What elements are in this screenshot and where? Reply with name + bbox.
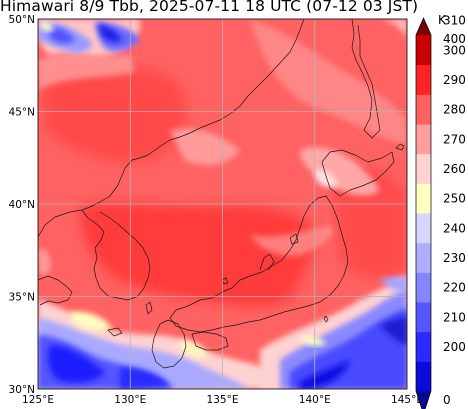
cloud-southeast-core2 [380, 316, 407, 345]
lat-tick-label: 50°N [9, 14, 35, 26]
coastline-oki [221, 277, 229, 285]
colorbar-outline [415, 17, 432, 409]
colorbar-extend-max [416, 18, 431, 35]
colorbar-tick-label: 210 [443, 310, 466, 324]
warm-core-sea-of-japan [80, 203, 318, 307]
cloud-northwest-yellow [40, 21, 54, 32]
cool-streak-honshu [250, 225, 333, 256]
cloud-northwest-tip [98, 24, 122, 43]
cloud-southeast-edge [380, 276, 407, 292]
lon-tick-label: 125°E [22, 394, 54, 406]
coastline-noto [259, 253, 275, 271]
warm-core-east [330, 166, 407, 279]
colorbar-tick-label: 310 [443, 14, 466, 28]
colorbar-tick-label: 230 [443, 251, 466, 265]
colorbar-segment [416, 331, 431, 362]
colorbar-segment [416, 272, 431, 303]
gridlines [38, 19, 407, 389]
colorbar-unit: K [438, 13, 447, 27]
lon-tick-label: 130°E [114, 394, 146, 406]
colorbar-tick-label: 270 [443, 132, 466, 146]
cool-band-japan [300, 147, 380, 196]
warm-core-north [40, 64, 187, 163]
coastline-jeju [107, 327, 123, 337]
colorbar-tick-label: 300 [443, 43, 466, 57]
colorbar-segment [416, 213, 431, 244]
colorbar-tick-label: 280 [443, 103, 466, 117]
colorbar-extend-min [416, 391, 431, 409]
cloud-southeast-yellow [300, 336, 326, 346]
cloud-northwest-core [50, 27, 75, 44]
colorbar-tick-label: 0 [443, 393, 451, 407]
cloud-southwest-yellow2 [180, 340, 208, 358]
lon-tick-label: 135°E [207, 394, 239, 406]
colorbar-segment [416, 124, 431, 155]
coastline-korea-peninsula [81, 209, 151, 301]
cloud-southwest-core2 [120, 367, 170, 389]
colorbar-tick-label: 200 [443, 340, 466, 354]
lat-tick-label: 35°N [9, 292, 35, 304]
coastline-shandong [38, 275, 73, 306]
colorbar-tick-label: 250 [443, 192, 466, 206]
map-frame [37, 18, 408, 390]
coastline-kurils [395, 143, 405, 151]
colorbar-segment [416, 64, 431, 95]
cool-band-northeast [250, 20, 407, 145]
cloud-southwest-yellow [70, 311, 112, 331]
cloud-southwest-core [47, 345, 105, 383]
colorbar-segment [416, 183, 431, 214]
coastlines [38, 19, 405, 369]
coastline-tsushima [145, 301, 153, 315]
coastline-hokkaido [321, 149, 395, 197]
colorbar-tick-label: 260 [443, 162, 466, 176]
cloud-korea-west [38, 248, 51, 275]
coastline-kyushu [151, 319, 187, 369]
colorbar-tick-label: 290 [443, 73, 466, 87]
colorbar-segment [416, 361, 431, 392]
colorbar-tick-label: 240 [443, 221, 466, 235]
map-title: Himawari 8/9 Tbb, 2025-07-11 18 UTC (07-… [0, 0, 419, 15]
cool-band-northwest [38, 54, 135, 90]
colorbar: 0 200 210 220 230 240 250 260 270 280 290 300 310 400… [415, 13, 466, 409]
coastline-sakhalin [351, 19, 381, 139]
colorbar-tick-label: 400 [443, 32, 466, 46]
cloud-southeast-core [300, 360, 350, 389]
coastline-mainland [38, 19, 305, 238]
colorbar-segment [416, 94, 431, 125]
colorbar-segment [416, 242, 431, 273]
lon-tick-label: 145°E [391, 394, 423, 406]
colorbar-segment [416, 302, 431, 333]
coastline-sado [289, 233, 299, 245]
lat-tick-label: 45°N [9, 107, 35, 119]
axis-labels: 125°E 130°E 135°E 140°E 145°E 30°N 35°N 40°N 45°… [9, 14, 423, 406]
lat-tick-label: 40°N [9, 199, 35, 211]
colorbar-segment [416, 153, 431, 184]
coastline-honshu [169, 195, 349, 333]
colorbar-segment [416, 35, 431, 66]
temperature-field [38, 19, 407, 389]
map-panel [37, 18, 408, 390]
lat-tick-label: 30°N [9, 384, 35, 396]
coastline-izu [323, 315, 329, 323]
colorbar-tick-label: 220 [443, 281, 466, 295]
coastline-shikoku [191, 331, 229, 351]
cloud-ne-corner [380, 19, 407, 40]
lon-tick-label: 140°E [299, 394, 331, 406]
cloud-southeast-cold [290, 308, 407, 389]
